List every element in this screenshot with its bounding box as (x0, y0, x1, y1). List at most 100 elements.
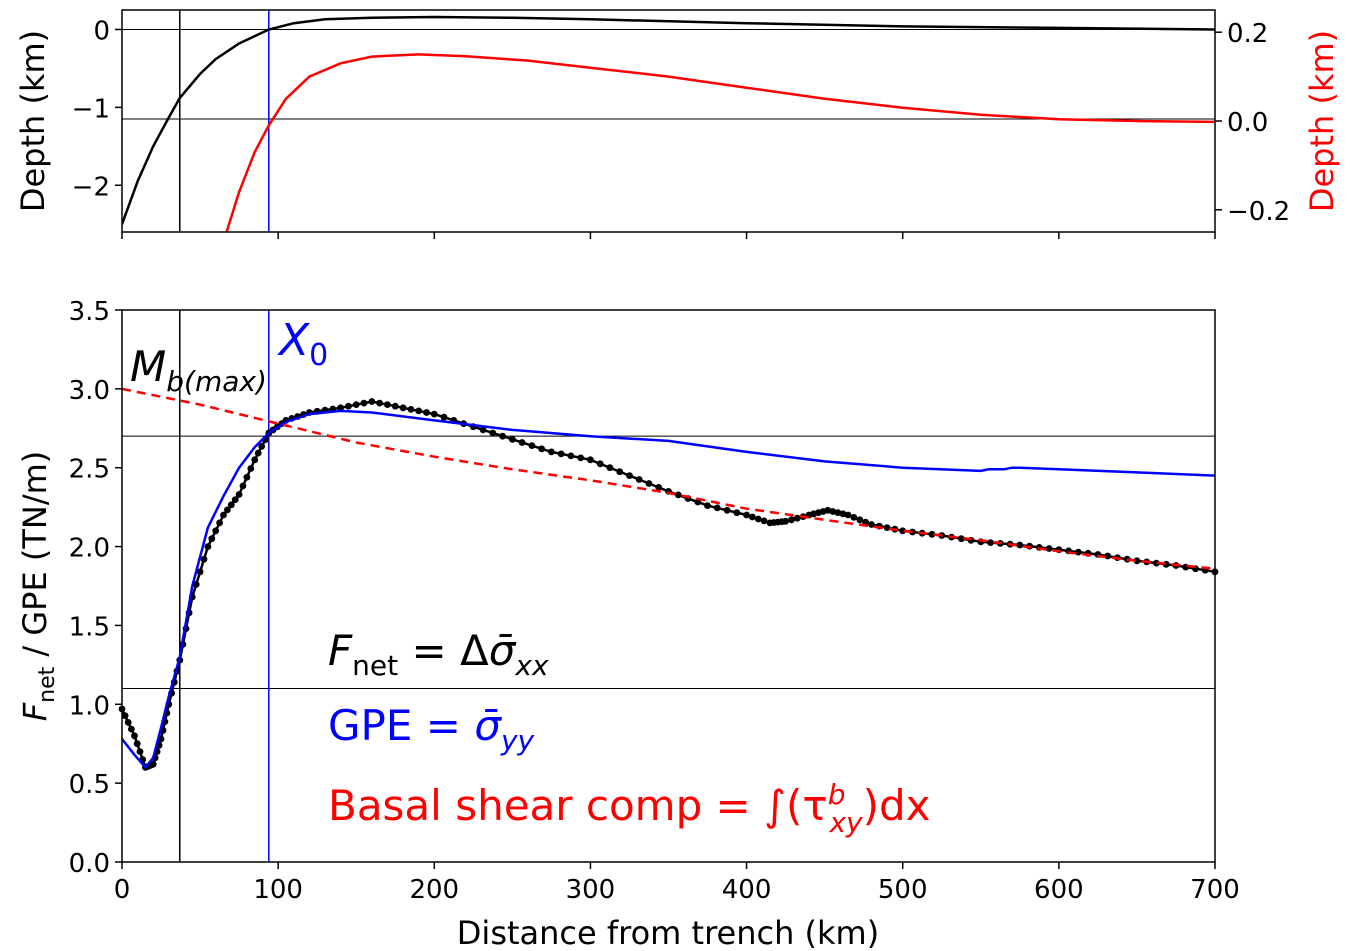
fnet-point (1016, 541, 1024, 549)
fnet-point (899, 527, 907, 535)
bottom-plot-area (118, 310, 1219, 862)
bottom-x-tick-label: 300 (566, 875, 616, 905)
bottom-frame (121, 309, 1216, 863)
fnet-point (1045, 545, 1053, 552)
bottom-y-tick-label: 2.5 (69, 455, 110, 485)
fnet-point (258, 443, 266, 450)
fnet-point (124, 719, 132, 726)
fnet-point (596, 460, 604, 468)
fnet-point (247, 465, 255, 472)
bottom-y-tick-label: 1.5 (69, 612, 110, 642)
fnet-point (587, 456, 594, 464)
top-right-tick-label: 0.0 (1227, 108, 1268, 138)
fnet-point (829, 508, 837, 515)
fnet-point (754, 515, 762, 523)
fnet-point (399, 404, 407, 412)
fnet-point (149, 760, 157, 768)
top-left-tick-label: −1 (72, 94, 110, 124)
fnet-point (239, 482, 247, 490)
fnet-point (626, 472, 633, 479)
bottom-x-tick-label: 100 (253, 875, 303, 905)
fnet-equation: Fnet = Δσ̄xx (328, 626, 549, 682)
bottom-panel: 0.0 0.5 1.0 1.5 2.0 2.5 3.0 3.5 0 100 200 300 400 50… (16, 297, 1240, 951)
top-panel: 0 −1 −2 0.2 0.0 −0.2 Depth (km) Depth (km) (14, 9, 1341, 239)
fnet-point (192, 581, 200, 588)
fnet-point (136, 748, 144, 755)
fnet-point (567, 452, 575, 460)
top-x-ticks (121, 232, 1216, 239)
mbmax-annotation: Mb(max) (130, 342, 267, 398)
top-frame (121, 9, 1216, 233)
fnet-point (235, 491, 243, 498)
fnet-point (407, 406, 415, 413)
fnet-point (788, 516, 795, 524)
top-right-tick-label: −0.2 (1227, 197, 1290, 227)
fnet-point (749, 513, 756, 521)
fnet-point (127, 725, 135, 733)
fnet-point (844, 511, 852, 519)
bottom-xlabel: Distance from trench (km) (457, 914, 879, 951)
fnet-point (352, 401, 360, 408)
fnet-point (868, 521, 875, 528)
fnet-point (674, 491, 682, 499)
fnet-point (479, 426, 487, 434)
fnet-point (548, 448, 555, 456)
basal-shear-series (121, 387, 1216, 570)
fnet-point (577, 454, 585, 462)
fnet-point (121, 712, 129, 720)
fnet-point (440, 413, 448, 421)
fnet-point (518, 439, 526, 446)
top-plot-area (122, 10, 1215, 232)
fnet-point (220, 511, 227, 519)
fnet-point (430, 410, 438, 418)
fnet-point (391, 402, 399, 410)
gpe-equation: GPE = σ̄yy (328, 701, 535, 757)
fnet-point (635, 476, 643, 483)
fnet-point (212, 527, 220, 535)
fnet-point (760, 517, 768, 525)
fnet-point (360, 399, 368, 407)
fnet-point (133, 740, 141, 748)
top-series-red-depth (225, 53, 1215, 232)
fnet-point (713, 504, 721, 512)
gpe-series (121, 409, 1216, 770)
fnet-point (200, 555, 208, 563)
fnet-point (1153, 559, 1160, 567)
top-series-black-depth (122, 15, 1215, 225)
fnet-point (528, 442, 536, 449)
bottom-y-tick-label: 1.0 (69, 691, 110, 721)
fnet-point (231, 496, 239, 504)
fnet-point (957, 535, 965, 543)
fnet-point (793, 514, 801, 522)
fnet-point (337, 404, 344, 412)
fnet-point (733, 509, 741, 517)
bottom-x-tick-label: 500 (878, 875, 928, 905)
bottom-x-tick-label: 400 (722, 875, 772, 905)
fnet-point (616, 468, 624, 476)
fnet-point (862, 518, 869, 526)
top-right-tick-label: 0.2 (1227, 19, 1268, 49)
fnet-point (251, 456, 259, 464)
fnet-point (227, 501, 235, 509)
fnet-point (196, 568, 204, 576)
fnet-point (928, 530, 936, 538)
bottom-y-tick-label: 2.0 (69, 534, 110, 564)
basal-shear-equation: Basal shear comp = ∫(τb xy)dx (328, 778, 931, 839)
fnet-point (415, 407, 423, 415)
fnet-point (782, 517, 789, 525)
fnet-point (856, 516, 864, 524)
fnet-point (723, 506, 731, 514)
fnet-point (368, 398, 376, 405)
bottom-y-tick-label: 0.0 (69, 849, 110, 879)
top-right-ylabel: Depth (km) (1303, 30, 1341, 212)
fnet-point (645, 480, 653, 487)
fnet-point (376, 399, 383, 407)
fnet-point (839, 510, 847, 518)
fnet-point (509, 435, 516, 443)
bottom-y-tick-label: 3.5 (69, 297, 110, 327)
fnet-point (743, 511, 750, 519)
top-left-ylabel: Depth (km) (14, 30, 52, 212)
fnet-point (834, 509, 842, 517)
top-left-tick-label: −2 (72, 172, 110, 202)
